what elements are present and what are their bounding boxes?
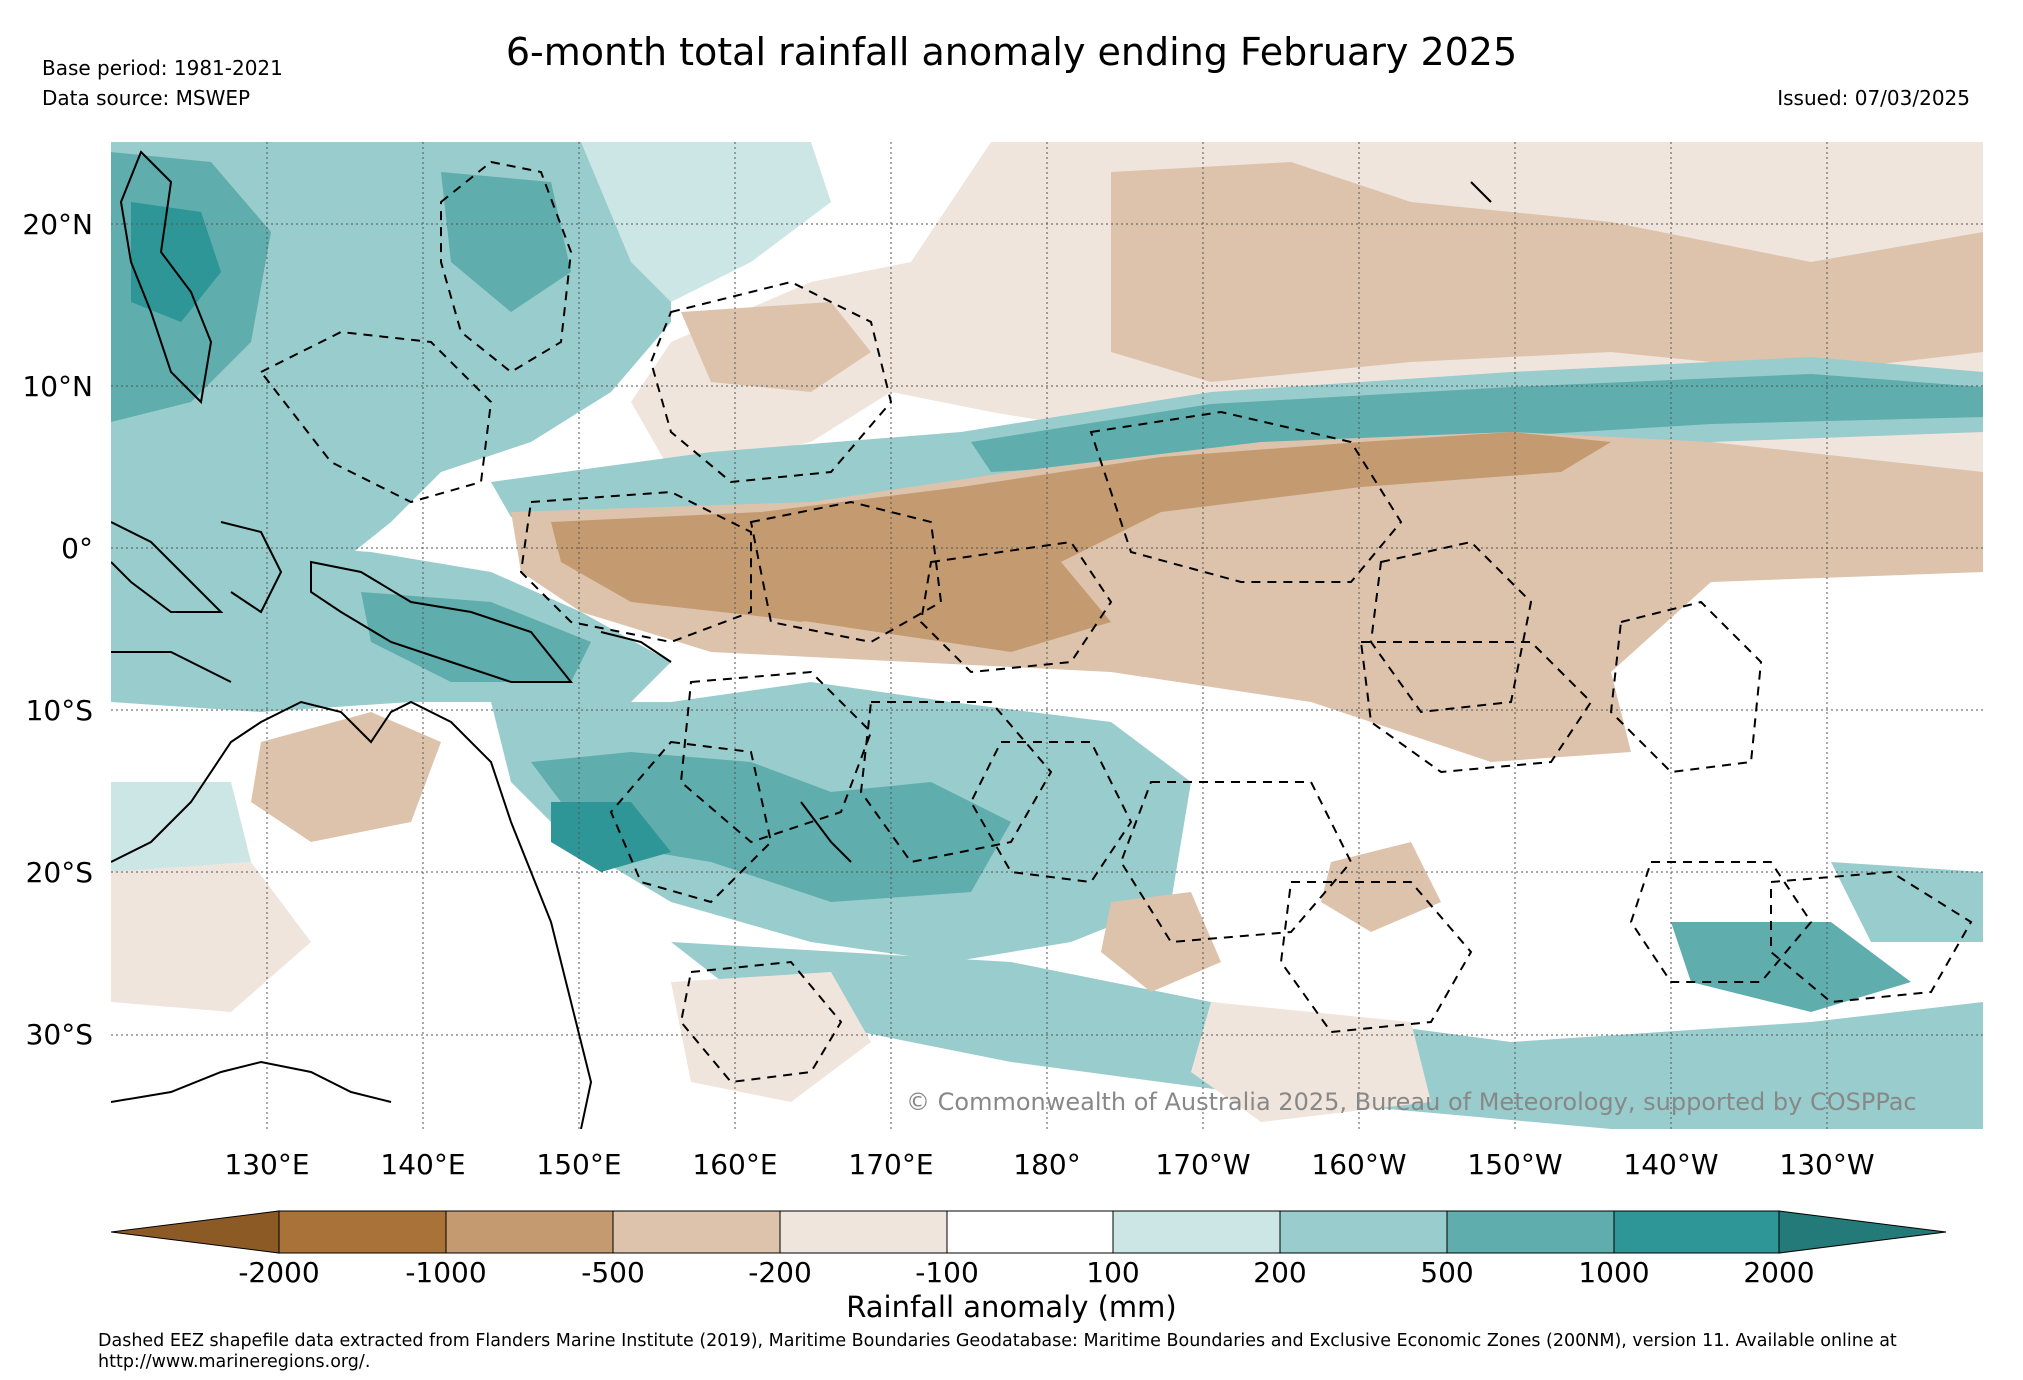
south-dry-light <box>671 972 871 1102</box>
north-pacific-dry-mid <box>1111 162 1983 382</box>
lon-tick-140w: 140°W <box>1623 1148 1719 1181</box>
colorbar-tick-minus500: -500 <box>581 1256 645 1289</box>
coral-sea-wet-strong <box>551 802 671 872</box>
micronesia-wet <box>441 172 571 312</box>
colorbar-tick-200: 200 <box>1253 1256 1307 1289</box>
colorbar <box>111 1210 1947 1254</box>
gridlines <box>111 142 1983 1129</box>
lat-tick-10n: 10°N <box>22 370 93 403</box>
lon-tick-170e: 170°E <box>848 1148 934 1181</box>
data-source-label: Data source: MSWEP <box>42 86 251 110</box>
subtropical-dry-1 <box>1101 892 1221 992</box>
eez-footnote: Dashed EEZ shapefile data extracted from… <box>98 1331 1897 1372</box>
far-south-dry-light <box>1191 1002 1431 1122</box>
colorbar-swatch-10 <box>1778 1210 1947 1254</box>
australia-dry <box>251 712 441 842</box>
colorbar-tick-2000: 2000 <box>1743 1256 1815 1289</box>
philippines-wet-strong <box>131 202 221 322</box>
issued-date-label: Issued: 07/03/2025 <box>1777 86 1970 110</box>
colorbar-tick-100: 100 <box>1086 1256 1140 1289</box>
colorbar-swatch-8 <box>1446 1210 1615 1254</box>
colorbar-swatch-6 <box>1112 1210 1281 1254</box>
lon-tick-180: 180° <box>1013 1148 1081 1181</box>
lon-tick-160w: 160°W <box>1311 1148 1407 1181</box>
west-pacific-wet-light-2 <box>581 142 831 302</box>
rainfall-anomaly-map <box>111 142 1983 1129</box>
lon-tick-160e: 160°E <box>692 1148 778 1181</box>
west-dry-light <box>111 862 311 1012</box>
coastlines <box>111 150 1492 1129</box>
eez-boundaries <box>259 160 1973 1084</box>
south-pacific-wet-mid <box>531 752 1011 902</box>
lon-tick-140e: 140°E <box>380 1148 466 1181</box>
colorbar-swatch-2 <box>445 1210 614 1254</box>
lon-tick-150w: 150°W <box>1467 1148 1563 1181</box>
colorbar-tick-minus200: -200 <box>748 1256 812 1289</box>
subtropical-dry-2 <box>1321 842 1441 932</box>
lon-tick-150e: 150°E <box>536 1148 622 1181</box>
lat-tick-0: 0° <box>61 532 93 565</box>
lon-tick-170w: 170°W <box>1155 1148 1251 1181</box>
colorbar-swatch-1 <box>278 1210 447 1254</box>
new-guinea-wet <box>361 592 591 682</box>
colorbar-tick-minus1000: -1000 <box>405 1256 487 1289</box>
lat-tick-30s: 30°S <box>25 1018 93 1051</box>
colorbar-tick-1000: 1000 <box>1578 1256 1650 1289</box>
lat-tick-10s: 10°S <box>25 694 93 727</box>
southwest-wet <box>111 782 251 872</box>
lat-tick-20n: 20°N <box>22 208 93 241</box>
colorbar-tick-500: 500 <box>1420 1256 1474 1289</box>
lon-tick-130e: 130°E <box>224 1148 310 1181</box>
colorbar-tick-minus2000: -2000 <box>238 1256 320 1289</box>
lon-tick-130w: 130°W <box>1779 1148 1875 1181</box>
northwest-dry <box>681 302 871 392</box>
map-title: 6-month total rainfall anomaly ending Fe… <box>505 30 1518 74</box>
colorbar-tick-minus100: -100 <box>915 1256 979 1289</box>
anomaly-shading <box>111 142 1983 1129</box>
colorbar-swatch-0 <box>111 1210 280 1254</box>
colorbar-swatch-5 <box>946 1210 1114 1254</box>
colorbar-swatch-3 <box>612 1210 781 1254</box>
copyright-notice: © Commonwealth of Australia 2025, Bureau… <box>906 1088 1917 1116</box>
colorbar-swatch-9 <box>1613 1210 1780 1254</box>
southeast-pacific-wet <box>1671 922 1911 1012</box>
base-period-label: Base period: 1981-2021 <box>42 56 283 80</box>
far-southeast-wet <box>1831 862 1983 942</box>
colorbar-swatch-4 <box>779 1210 948 1254</box>
lat-tick-20s: 20°S <box>25 856 93 889</box>
colorbar-swatch-7 <box>1279 1210 1448 1254</box>
colorbar-label: Rainfall anomaly (mm) <box>846 1290 1177 1324</box>
